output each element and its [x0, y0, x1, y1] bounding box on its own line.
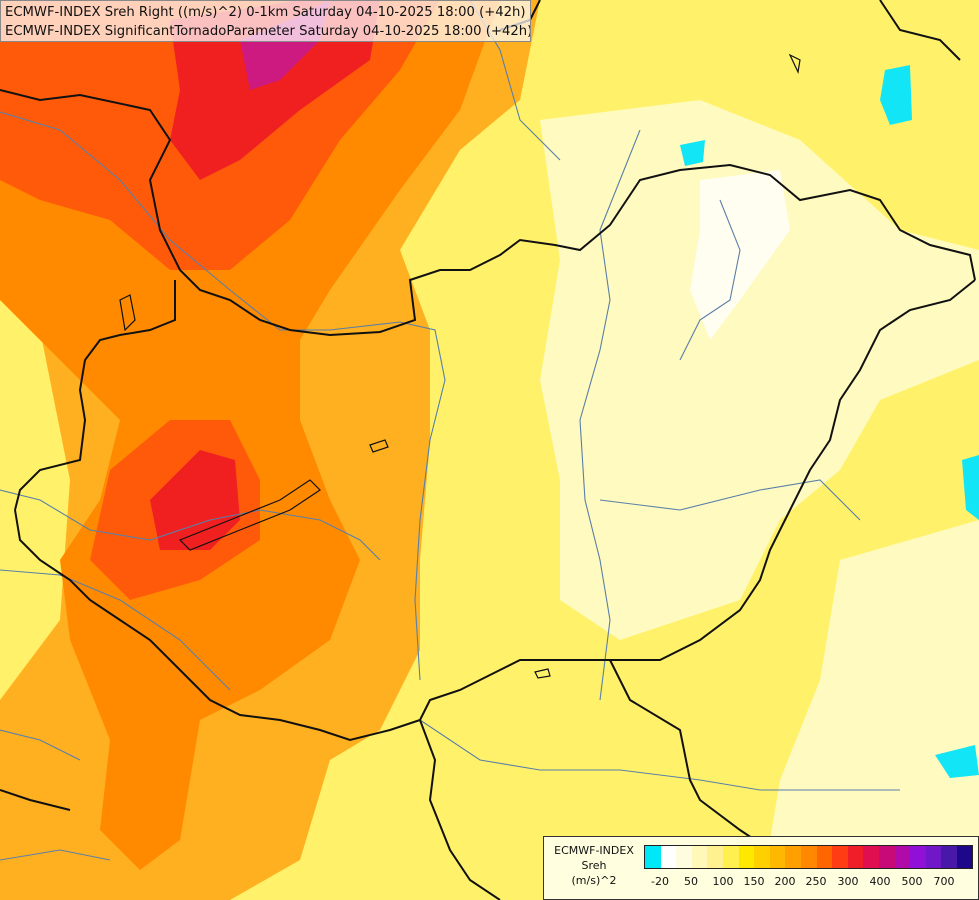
legend-tick-label: -20 [651, 875, 669, 888]
legend-swatch [691, 846, 708, 868]
legend-swatch [910, 846, 926, 868]
legend-swatch [738, 846, 755, 868]
sreh-field-red [170, 0, 380, 180]
legend-tick-labels: -20 50 100 150 200 250 300 400 500 700 [644, 875, 974, 891]
legend-tick-label: 50 [684, 875, 698, 888]
legend-swatch [645, 846, 661, 868]
legend-tick-label: 500 [901, 875, 923, 888]
sreh-field-cyan-ne [880, 65, 912, 125]
legend-swatch [956, 846, 973, 868]
legend-swatch [722, 846, 739, 868]
legend-swatch [894, 846, 911, 868]
legend-swatch [769, 846, 786, 868]
sreh-field-pale-southeast [760, 520, 979, 900]
legend-tick-label: 200 [774, 875, 796, 888]
sreh-field-cyan-e [962, 455, 979, 520]
sreh-field-pale-east [540, 100, 979, 640]
legend-color-bar [644, 845, 974, 869]
sreh-field-cyan-n [680, 140, 705, 166]
legend-swatch [707, 846, 723, 868]
legend-swatch [832, 846, 848, 868]
legend-label: ECMWF-INDEX Sreh (m/s)^2 [548, 843, 640, 888]
legend-tick-label: 150 [743, 875, 765, 888]
legend-model: ECMWF-INDEX [554, 844, 634, 857]
legend-swatch [676, 846, 692, 868]
title-line-sreh: ECMWF-INDEX Sreh Right ((m/s)^2) 0-1km S… [5, 5, 526, 20]
legend-tick-label: 300 [837, 875, 859, 888]
legend-swatch [754, 846, 770, 868]
rivers [0, 0, 900, 861]
color-legend: ECMWF-INDEX Sreh (m/s)^2 -20 50 100 150 200 2… [543, 836, 979, 900]
lakes [119, 53, 801, 679]
legend-swatch [800, 846, 817, 868]
legend-swatch [660, 846, 677, 868]
legend-tick-label: 100 [712, 875, 734, 888]
legend-swatch [816, 846, 833, 868]
title-line-stp: ECMWF-INDEX SignificantTornadoParameter … [5, 24, 531, 39]
legend-swatch [863, 846, 879, 868]
legend-swatch [878, 846, 895, 868]
legend-swatch [941, 846, 957, 868]
legend-unit: (m/s)^2 [571, 874, 617, 887]
legend-tick-label: 400 [869, 875, 891, 888]
legend-swatch [925, 846, 942, 868]
map-title: ECMWF-INDEX Sreh Right ((m/s)^2) 0-1km S… [0, 0, 531, 42]
legend-swatch [847, 846, 864, 868]
sreh-field-white-patch [690, 170, 790, 340]
legend-tick-label: 700 [933, 875, 955, 888]
legend-swatch [785, 846, 801, 868]
legend-tick-label: 250 [805, 875, 827, 888]
sreh-field-cyan-se [935, 745, 979, 778]
legend-variable: Sreh [581, 859, 607, 872]
